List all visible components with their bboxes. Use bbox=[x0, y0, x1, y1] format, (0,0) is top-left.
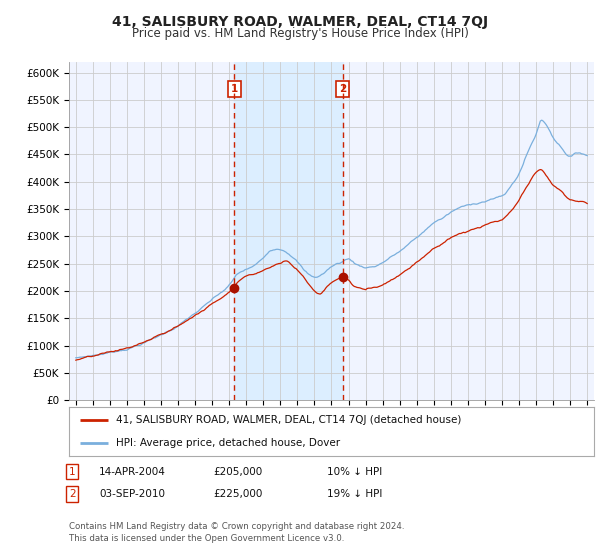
Text: 2: 2 bbox=[69, 489, 76, 499]
Text: Price paid vs. HM Land Registry's House Price Index (HPI): Price paid vs. HM Land Registry's House … bbox=[131, 27, 469, 40]
Text: 1: 1 bbox=[69, 466, 76, 477]
Text: 2: 2 bbox=[339, 84, 347, 94]
Text: 19% ↓ HPI: 19% ↓ HPI bbox=[327, 489, 382, 499]
Text: 03-SEP-2010: 03-SEP-2010 bbox=[99, 489, 165, 499]
Text: 14-APR-2004: 14-APR-2004 bbox=[99, 466, 166, 477]
Text: 10% ↓ HPI: 10% ↓ HPI bbox=[327, 466, 382, 477]
Text: £205,000: £205,000 bbox=[213, 466, 262, 477]
Text: 41, SALISBURY ROAD, WALMER, DEAL, CT14 7QJ: 41, SALISBURY ROAD, WALMER, DEAL, CT14 7… bbox=[112, 15, 488, 29]
Text: Contains HM Land Registry data © Crown copyright and database right 2024.
This d: Contains HM Land Registry data © Crown c… bbox=[69, 522, 404, 543]
Text: 41, SALISBURY ROAD, WALMER, DEAL, CT14 7QJ (detached house): 41, SALISBURY ROAD, WALMER, DEAL, CT14 7… bbox=[116, 416, 461, 426]
Text: £225,000: £225,000 bbox=[213, 489, 262, 499]
Text: 1: 1 bbox=[230, 84, 238, 94]
Bar bbox=[234, 62, 343, 400]
Text: HPI: Average price, detached house, Dover: HPI: Average price, detached house, Dove… bbox=[116, 438, 340, 448]
